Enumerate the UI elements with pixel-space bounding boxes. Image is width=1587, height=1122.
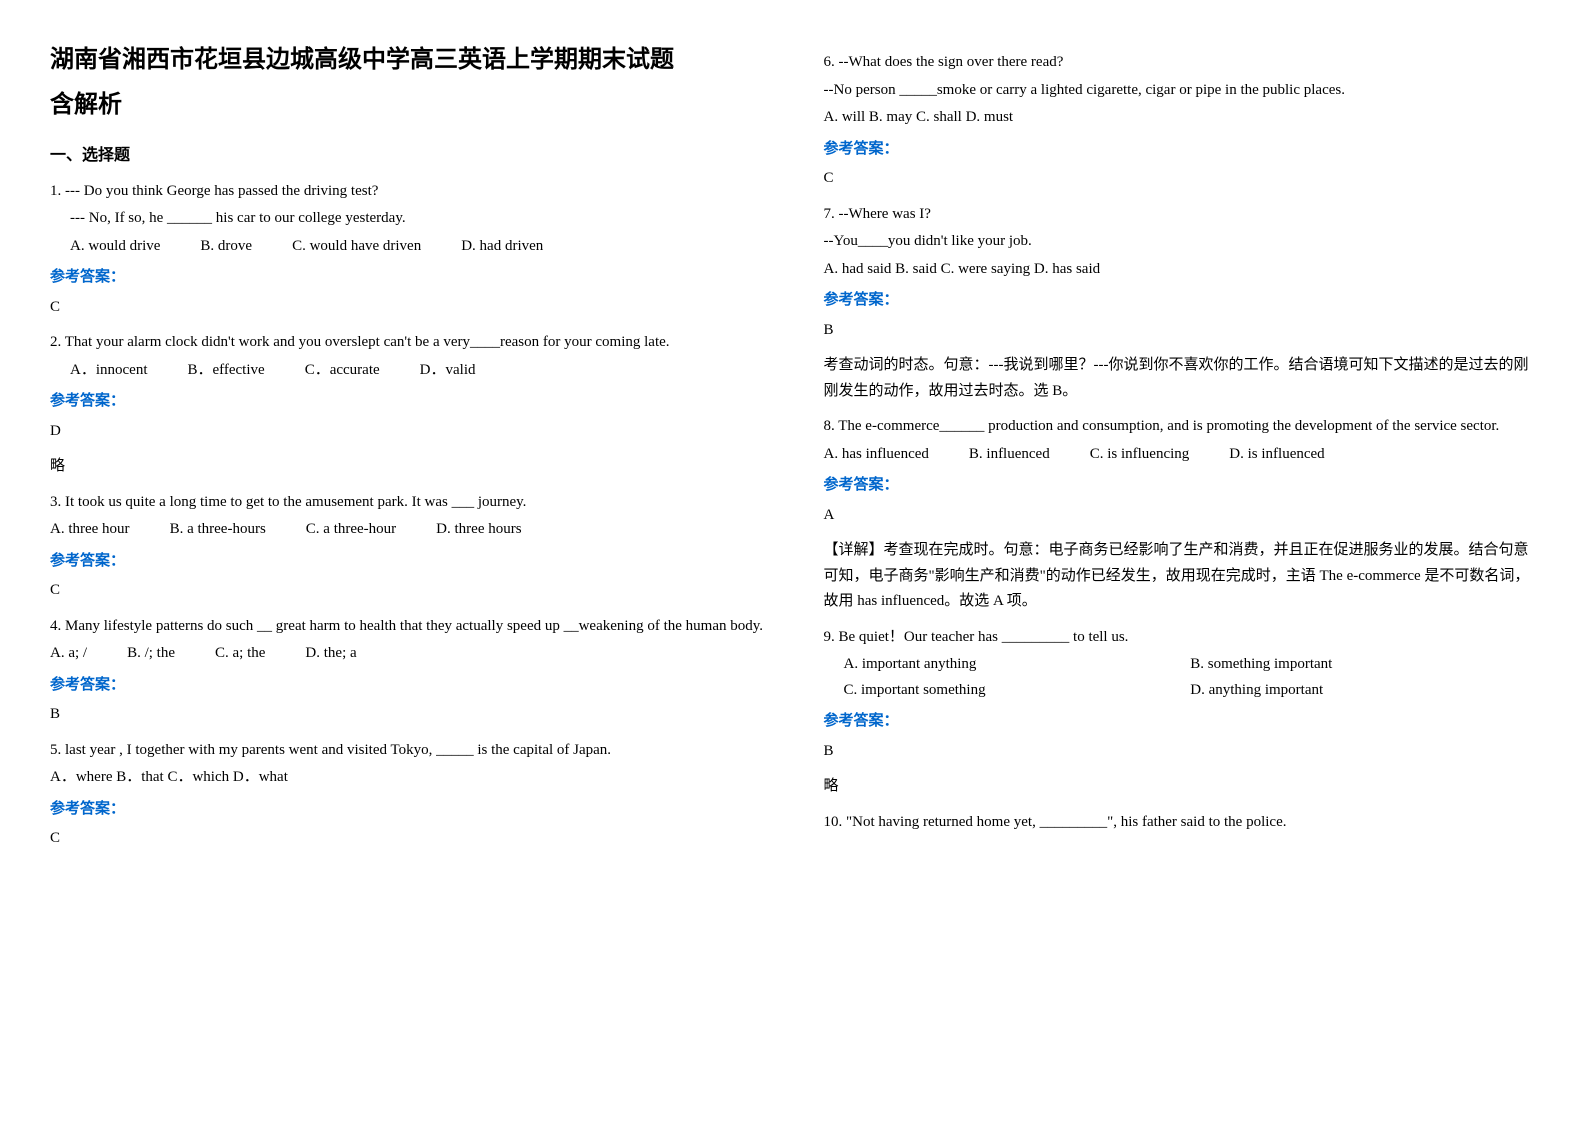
question-options: A. had said B. said C. were saying D. ha… bbox=[824, 257, 1538, 283]
option-a: A. would drive bbox=[70, 234, 160, 260]
answer-label: 参考答案： bbox=[824, 137, 1538, 163]
question-options: A. has influenced B. influenced C. is in… bbox=[824, 442, 1538, 468]
question-10: 10. "Not having returned home yet, _____… bbox=[824, 810, 1538, 836]
question-text: 2. That your alarm clock didn't work and… bbox=[50, 330, 764, 356]
answer-label: 参考答案： bbox=[824, 288, 1538, 314]
answer-extra: 略 bbox=[824, 774, 1538, 800]
question-options: A. will B. may C. shall D. must bbox=[824, 105, 1538, 131]
answer-label: 参考答案： bbox=[50, 265, 764, 291]
question-options: A. three hour B. a three-hours C. a thre… bbox=[50, 517, 764, 543]
answer-label: 参考答案： bbox=[50, 389, 764, 415]
question-text: 8. The e-commerce______ production and c… bbox=[824, 414, 1538, 440]
document-title: 湖南省湘西市花垣县边城高级中学高三英语上学期期末试题 bbox=[50, 40, 764, 81]
answer-extra: 略 bbox=[50, 454, 764, 480]
question-text: 7. --Where was I? bbox=[824, 202, 1538, 228]
question-options: A．where B．that C．which D．what bbox=[50, 765, 764, 791]
option-c: C. is influencing bbox=[1090, 442, 1190, 468]
question-text: 5. last year , I together with my parent… bbox=[50, 738, 764, 764]
question-text: 6. --What does the sign over there read? bbox=[824, 50, 1538, 76]
question-text: --You____you didn't like your job. bbox=[824, 229, 1538, 255]
option-a: A. important anything bbox=[844, 652, 1191, 678]
answer-label: 参考答案： bbox=[50, 673, 764, 699]
question-options: A. important anything B. something impor… bbox=[824, 652, 1538, 703]
question-6: 6. --What does the sign over there read?… bbox=[824, 50, 1538, 131]
question-1: 1. --- Do you think George has passed th… bbox=[50, 179, 764, 260]
answer-value: C bbox=[50, 826, 764, 852]
option-d: D. the; a bbox=[305, 641, 356, 667]
answer-label: 参考答案： bbox=[824, 709, 1538, 735]
question-4: 4. Many lifestyle patterns do such __ gr… bbox=[50, 614, 764, 667]
option-d: D. is influenced bbox=[1229, 442, 1324, 468]
option-d: D．valid bbox=[420, 358, 476, 384]
left-column: 湖南省湘西市花垣县边城高级中学高三英语上学期期末试题 含解析 一、选择题 1. … bbox=[50, 40, 764, 862]
question-text: 4. Many lifestyle patterns do such __ gr… bbox=[50, 614, 764, 640]
answer-value: B bbox=[824, 739, 1538, 765]
document-subtitle: 含解析 bbox=[50, 85, 764, 126]
question-options: A. would drive B. drove C. would have dr… bbox=[50, 234, 764, 260]
answer-label: 参考答案： bbox=[50, 549, 764, 575]
question-text: 1. --- Do you think George has passed th… bbox=[50, 179, 764, 205]
option-d: D. had driven bbox=[461, 234, 543, 260]
question-options: A. a; / B. /; the C. a; the D. the; a bbox=[50, 641, 764, 667]
option-a: A. a; / bbox=[50, 641, 87, 667]
answer-value: D bbox=[50, 419, 764, 445]
answer-explanation: 【详解】考查现在完成时。句意：电子商务已经影响了生产和消费，并且正在促进服务业的… bbox=[824, 538, 1538, 615]
section-heading: 一、选择题 bbox=[50, 142, 764, 169]
answer-value: A bbox=[824, 503, 1538, 529]
question-2: 2. That your alarm clock didn't work and… bbox=[50, 330, 764, 383]
question-text: 3. It took us quite a long time to get t… bbox=[50, 490, 764, 516]
answer-value: B bbox=[824, 318, 1538, 344]
answer-value: C bbox=[50, 578, 764, 604]
question-text: 10. "Not having returned home yet, _____… bbox=[824, 810, 1538, 836]
question-9: 9. Be quiet！Our teacher has _________ to… bbox=[824, 625, 1538, 704]
question-3: 3. It took us quite a long time to get t… bbox=[50, 490, 764, 543]
option-d: D. anything important bbox=[1190, 678, 1537, 704]
question-7: 7. --Where was I? --You____you didn't li… bbox=[824, 202, 1538, 283]
answer-label: 参考答案： bbox=[50, 797, 764, 823]
option-b: B. /; the bbox=[127, 641, 175, 667]
right-column: 6. --What does the sign over there read?… bbox=[824, 40, 1538, 862]
question-text: --No person _____smoke or carry a lighte… bbox=[824, 78, 1538, 104]
option-a: A. has influenced bbox=[824, 442, 929, 468]
option-c: C. a; the bbox=[215, 641, 265, 667]
answer-value: C bbox=[50, 295, 764, 321]
option-d: D. three hours bbox=[436, 517, 521, 543]
option-b: B．effective bbox=[187, 358, 264, 384]
question-text: --- No, If so, he ______ his car to our … bbox=[50, 206, 764, 232]
question-8: 8. The e-commerce______ production and c… bbox=[824, 414, 1538, 467]
option-a: A．innocent bbox=[70, 358, 147, 384]
option-c: C. would have driven bbox=[292, 234, 421, 260]
option-b: B. a three-hours bbox=[170, 517, 266, 543]
option-b: B. something important bbox=[1190, 652, 1537, 678]
option-a: A. three hour bbox=[50, 517, 130, 543]
option-c: C．accurate bbox=[305, 358, 380, 384]
question-5: 5. last year , I together with my parent… bbox=[50, 738, 764, 791]
question-options: A．innocent B．effective C．accurate D．vali… bbox=[50, 358, 764, 384]
answer-value: B bbox=[50, 702, 764, 728]
answer-value: C bbox=[824, 166, 1538, 192]
question-text: 9. Be quiet！Our teacher has _________ to… bbox=[824, 625, 1538, 651]
answer-label: 参考答案： bbox=[824, 473, 1538, 499]
option-c: C. a three-hour bbox=[306, 517, 396, 543]
page: 湖南省湘西市花垣县边城高级中学高三英语上学期期末试题 含解析 一、选择题 1. … bbox=[50, 40, 1537, 862]
option-c: C. important something bbox=[844, 678, 1191, 704]
option-b: B. influenced bbox=[969, 442, 1050, 468]
answer-explanation: 考查动词的时态。句意：---我说到哪里？---你说到你不喜欢你的工作。结合语境可… bbox=[824, 353, 1538, 404]
option-b: B. drove bbox=[200, 234, 252, 260]
